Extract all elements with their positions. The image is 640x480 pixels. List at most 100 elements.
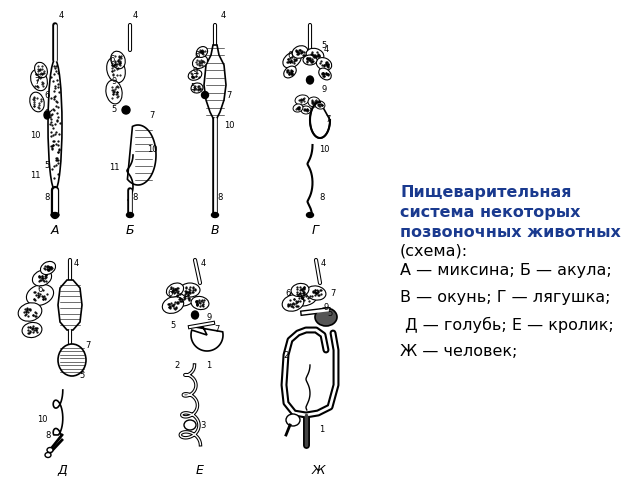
Ellipse shape [307, 76, 314, 84]
Ellipse shape [26, 285, 54, 306]
Ellipse shape [31, 69, 47, 91]
Text: 7: 7 [214, 325, 220, 335]
Ellipse shape [58, 344, 86, 376]
Text: 11: 11 [109, 164, 119, 172]
Text: 2: 2 [284, 350, 289, 360]
Ellipse shape [44, 111, 50, 119]
Ellipse shape [202, 92, 209, 98]
Text: 5: 5 [79, 371, 84, 380]
Text: 4: 4 [220, 11, 226, 20]
Ellipse shape [306, 286, 326, 300]
Text: 3: 3 [200, 420, 205, 430]
Text: 9: 9 [44, 108, 50, 118]
Text: 1: 1 [319, 425, 324, 434]
Ellipse shape [286, 414, 300, 426]
Ellipse shape [191, 311, 198, 319]
Ellipse shape [122, 106, 130, 114]
Text: Ж — человек;: Ж — человек; [400, 344, 517, 359]
Ellipse shape [196, 47, 207, 58]
Text: 7: 7 [35, 77, 40, 86]
Text: 7: 7 [227, 91, 232, 99]
Ellipse shape [306, 48, 324, 62]
Text: 7: 7 [85, 340, 91, 349]
Ellipse shape [307, 213, 314, 217]
Ellipse shape [316, 58, 332, 71]
Text: 11: 11 [29, 170, 40, 180]
Text: 6: 6 [37, 286, 43, 295]
Ellipse shape [111, 51, 125, 69]
Ellipse shape [295, 95, 309, 105]
Ellipse shape [40, 262, 56, 275]
Text: 9: 9 [323, 302, 328, 312]
Ellipse shape [45, 453, 51, 457]
Ellipse shape [211, 213, 218, 217]
Ellipse shape [303, 55, 317, 65]
Text: 2: 2 [174, 360, 180, 370]
Text: 6: 6 [287, 50, 292, 60]
Text: Ж: Ж [311, 464, 324, 477]
Text: 9: 9 [206, 312, 212, 322]
Text: 5: 5 [321, 40, 326, 49]
Text: Д — голубь; Е — кролик;: Д — голубь; Е — кролик; [400, 317, 614, 333]
Text: Е: Е [196, 464, 204, 477]
Text: 5: 5 [328, 309, 333, 317]
Text: Пищеварительная
система некоторых
позвоночных животных: Пищеварительная система некоторых позвон… [400, 185, 621, 240]
Text: Б: Б [125, 224, 134, 237]
Ellipse shape [319, 68, 332, 80]
Ellipse shape [283, 52, 301, 68]
Text: 8: 8 [45, 431, 51, 440]
Ellipse shape [127, 213, 134, 217]
Text: (схема):: (схема): [400, 243, 468, 258]
Polygon shape [310, 102, 330, 138]
Text: 7: 7 [330, 288, 336, 298]
Text: 5: 5 [190, 84, 196, 93]
Ellipse shape [30, 92, 44, 112]
Text: 4: 4 [58, 11, 63, 20]
Text: 4: 4 [200, 259, 205, 267]
Ellipse shape [48, 60, 62, 190]
Text: 10: 10 [29, 131, 40, 140]
Ellipse shape [293, 104, 303, 112]
Text: 7: 7 [149, 110, 155, 120]
Polygon shape [58, 280, 82, 330]
Ellipse shape [193, 56, 207, 69]
Ellipse shape [47, 447, 53, 453]
Text: 8: 8 [218, 193, 223, 203]
Text: 4: 4 [321, 259, 326, 267]
Text: А — миксина; Б — акула;: А — миксина; Б — акула; [400, 263, 612, 278]
Ellipse shape [188, 70, 202, 80]
Text: А: А [51, 224, 60, 237]
Ellipse shape [292, 46, 308, 58]
Ellipse shape [291, 283, 309, 297]
Ellipse shape [22, 323, 42, 337]
Ellipse shape [315, 308, 337, 326]
Text: 5: 5 [44, 160, 50, 169]
Text: 10: 10 [36, 416, 47, 424]
Text: 9: 9 [321, 85, 326, 95]
Text: 9: 9 [193, 68, 198, 76]
Text: 8: 8 [44, 193, 50, 203]
Text: 8: 8 [319, 193, 324, 203]
Ellipse shape [282, 295, 304, 311]
Ellipse shape [180, 283, 200, 297]
Polygon shape [191, 327, 223, 351]
Text: 10: 10 [319, 145, 329, 155]
Ellipse shape [170, 288, 196, 306]
Text: В: В [211, 224, 220, 237]
Text: 7: 7 [325, 116, 331, 124]
Text: 6: 6 [285, 288, 291, 298]
Text: 10: 10 [224, 120, 234, 130]
Ellipse shape [284, 66, 296, 78]
Ellipse shape [18, 303, 42, 321]
Text: 6: 6 [167, 288, 173, 298]
Ellipse shape [33, 270, 52, 286]
Ellipse shape [191, 83, 203, 93]
Ellipse shape [289, 288, 317, 306]
Ellipse shape [184, 420, 196, 430]
Text: В — окунь; Г — лягушка;: В — окунь; Г — лягушка; [400, 290, 611, 305]
Text: 6: 6 [195, 50, 200, 60]
Ellipse shape [301, 106, 311, 114]
Ellipse shape [35, 62, 47, 78]
Ellipse shape [106, 80, 122, 104]
Text: Д: Д [57, 464, 67, 477]
